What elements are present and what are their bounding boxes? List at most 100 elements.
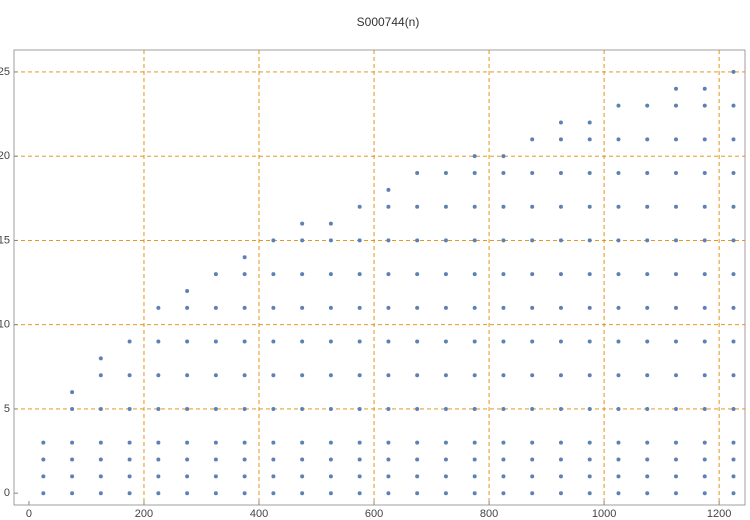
point	[731, 305, 736, 310]
point	[213, 272, 218, 277]
point	[357, 339, 362, 344]
point	[501, 339, 506, 344]
point	[156, 406, 161, 411]
point	[731, 440, 736, 445]
point	[271, 238, 276, 243]
point	[300, 272, 305, 277]
point	[271, 272, 276, 277]
point	[472, 457, 477, 462]
point	[300, 305, 305, 310]
point	[386, 373, 391, 378]
point	[98, 356, 103, 361]
point	[530, 238, 535, 243]
point	[530, 491, 535, 496]
point	[673, 305, 678, 310]
point	[41, 440, 46, 445]
point	[501, 440, 506, 445]
point	[213, 373, 218, 378]
point	[501, 238, 506, 243]
point	[328, 305, 333, 310]
point	[300, 406, 305, 411]
point	[328, 373, 333, 378]
point	[558, 120, 563, 125]
point	[271, 406, 276, 411]
point	[673, 457, 678, 462]
point	[587, 491, 592, 496]
point	[156, 373, 161, 378]
point	[415, 491, 420, 496]
point	[156, 305, 161, 310]
point	[328, 339, 333, 344]
point	[673, 440, 678, 445]
point	[242, 272, 247, 277]
point	[70, 474, 75, 479]
point	[616, 305, 621, 310]
point	[702, 272, 707, 277]
point	[530, 406, 535, 411]
point	[731, 457, 736, 462]
point	[472, 339, 477, 344]
point	[702, 339, 707, 344]
point	[558, 457, 563, 462]
point	[530, 339, 535, 344]
point	[127, 491, 132, 496]
point	[702, 204, 707, 209]
point	[271, 440, 276, 445]
point	[415, 373, 420, 378]
point	[702, 474, 707, 479]
point	[645, 171, 650, 176]
point	[530, 457, 535, 462]
point	[213, 474, 218, 479]
point	[616, 171, 621, 176]
chart-title: S000744(n)	[357, 15, 420, 29]
point	[702, 373, 707, 378]
point	[300, 238, 305, 243]
point	[731, 373, 736, 378]
point	[386, 339, 391, 344]
y-tick-label: 20	[0, 150, 10, 162]
point	[386, 440, 391, 445]
point	[415, 457, 420, 462]
point	[41, 474, 46, 479]
point	[300, 339, 305, 344]
point	[616, 137, 621, 142]
point	[673, 474, 678, 479]
point	[673, 171, 678, 176]
y-tick-label: 5	[4, 403, 10, 415]
point	[271, 339, 276, 344]
point	[271, 373, 276, 378]
point	[213, 440, 218, 445]
point	[645, 137, 650, 142]
point	[156, 474, 161, 479]
point	[386, 474, 391, 479]
point	[415, 440, 420, 445]
point	[702, 457, 707, 462]
point	[386, 238, 391, 243]
point	[443, 474, 448, 479]
point	[501, 406, 506, 411]
point	[645, 491, 650, 496]
point	[731, 474, 736, 479]
point	[530, 305, 535, 310]
point	[213, 406, 218, 411]
point	[386, 406, 391, 411]
point	[702, 86, 707, 91]
point	[328, 491, 333, 496]
point	[616, 491, 621, 496]
point	[587, 457, 592, 462]
point	[443, 204, 448, 209]
point	[300, 373, 305, 378]
point	[731, 204, 736, 209]
point	[213, 457, 218, 462]
point	[616, 474, 621, 479]
point	[300, 491, 305, 496]
point	[645, 238, 650, 243]
point	[127, 373, 132, 378]
point	[472, 491, 477, 496]
point	[673, 373, 678, 378]
point	[386, 457, 391, 462]
point	[558, 238, 563, 243]
point	[357, 204, 362, 209]
point	[41, 457, 46, 462]
point	[98, 406, 103, 411]
